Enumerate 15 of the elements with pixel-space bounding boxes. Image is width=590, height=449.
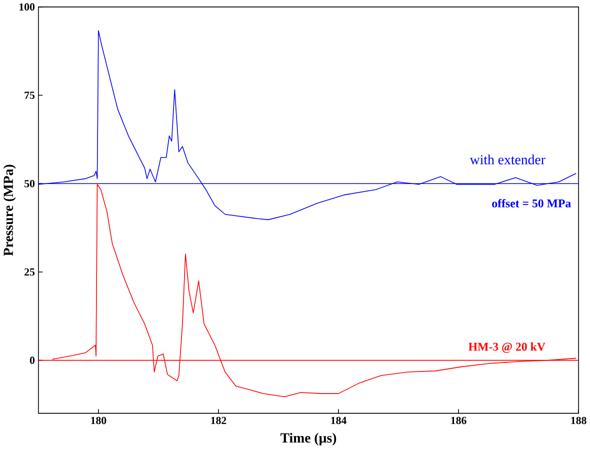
y-tick-label: 0 [30, 356, 35, 364]
x-axis-title: Time (µs) [280, 433, 336, 446]
series-label: with extender [470, 154, 546, 164]
ref-line-label: offset = 50 MPa [492, 199, 571, 208]
x-tick-label: 186 [451, 416, 466, 424]
x-tick-label: 180 [91, 416, 106, 424]
y-tick-label: 25 [24, 268, 35, 276]
y-tick-label: 50 [24, 180, 35, 188]
y-tick-label: 100 [20, 3, 35, 11]
series-label: HM-3 @ 20 kV [468, 342, 546, 354]
x-tick-label: 184 [331, 416, 346, 424]
y-axis-title: Pressure (MPa) [3, 164, 16, 256]
x-tick-label: 188 [571, 416, 586, 424]
y-tick-label: 75 [24, 92, 35, 100]
x-tick-label: 182 [211, 416, 226, 424]
